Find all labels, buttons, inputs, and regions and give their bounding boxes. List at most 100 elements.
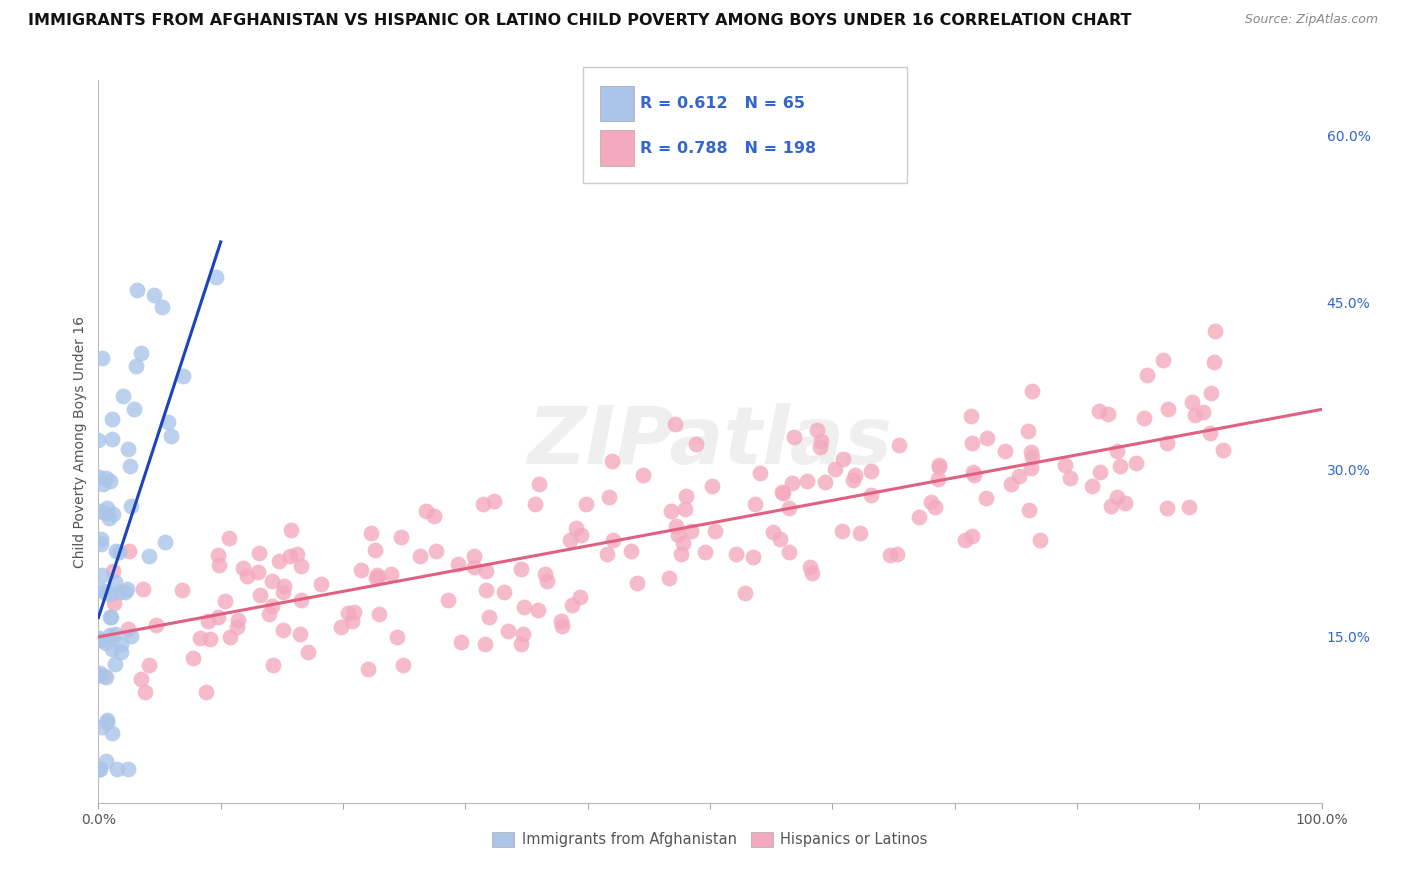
Point [356,662,378,676]
Point [117,582,139,596]
Point [463,560,485,574]
Point [297,645,319,659]
Point [886,547,908,561]
Point [1000,477,1022,491]
Point [96,714,118,729]
Point [285,547,308,561]
Point [125,283,148,297]
Point [575,497,598,511]
Point [658,571,681,585]
Point [659,504,682,518]
Point [214,594,236,608]
Point [565,521,588,535]
Point [960,436,983,450]
Point [879,548,901,562]
Point [472,497,495,511]
Point [111,389,134,403]
Point [247,546,270,560]
Point [409,549,432,563]
Point [423,509,446,524]
Point [120,459,142,474]
Point [475,582,498,597]
Point [218,630,240,644]
Point [536,574,558,588]
Point [94,636,117,650]
Point [450,635,472,649]
Point [1204,324,1226,338]
Point [959,409,981,424]
Point [94,754,117,768]
Point [108,545,131,559]
Point [778,545,800,559]
Point [207,548,229,562]
Point [96,501,118,516]
Point [91,476,114,491]
Point [526,603,548,617]
Point [962,467,984,482]
Point [188,632,211,646]
Point [368,607,391,621]
Point [90,533,112,547]
Legend: Immigrants from Afghanistan, Hispanics or Latinos: Immigrants from Afghanistan, Hispanics o… [486,826,934,854]
Point [859,488,882,502]
Point [679,524,702,539]
Point [482,494,505,508]
Point [437,593,460,607]
Point [110,637,132,651]
Point [512,627,534,641]
Point [769,532,792,546]
Point [955,533,977,548]
Point [104,574,127,589]
Point [98,610,121,624]
Point [665,519,688,533]
Point [702,479,724,493]
Point [1157,402,1180,417]
Point [90,568,112,582]
Point [236,568,259,582]
Point [1114,495,1136,509]
Point [290,592,312,607]
Point [120,629,142,643]
Point [225,620,247,634]
Point [550,614,572,628]
Point [600,454,623,468]
Point [1125,456,1147,470]
Point [366,568,388,582]
Point [105,544,128,558]
Point [103,564,125,578]
Point [908,510,931,524]
Point [91,720,114,734]
Point [831,524,853,538]
Point [104,627,127,641]
Point [770,484,793,499]
Point [100,642,122,657]
Point [808,440,831,454]
Point [105,763,128,777]
Point [329,620,352,634]
Point [762,524,785,539]
Point [475,564,498,578]
Point [695,545,717,559]
Point [796,475,818,489]
Point [1017,424,1039,438]
Point [800,566,823,580]
Point [1192,404,1215,418]
Point [569,528,592,542]
Point [101,507,124,521]
Point [385,630,408,644]
Point [129,672,152,686]
Text: IMMIGRANTS FROM AFGHANISTAN VS HISPANIC OR LATINO CHILD POVERTY AMONG BOYS UNDER: IMMIGRANTS FROM AFGHANISTAN VS HISPANIC … [28,13,1132,29]
Point [103,596,125,610]
Point [534,566,557,581]
Text: R = 0.788   N = 198: R = 0.788 N = 198 [640,141,815,155]
Point [280,549,302,563]
Point [1080,479,1102,493]
Point [273,579,295,593]
Point [349,563,371,577]
Point [960,529,983,543]
Point [98,587,121,601]
Point [927,472,949,486]
Point [87,433,110,447]
Point [159,428,181,442]
Point [1156,435,1178,450]
